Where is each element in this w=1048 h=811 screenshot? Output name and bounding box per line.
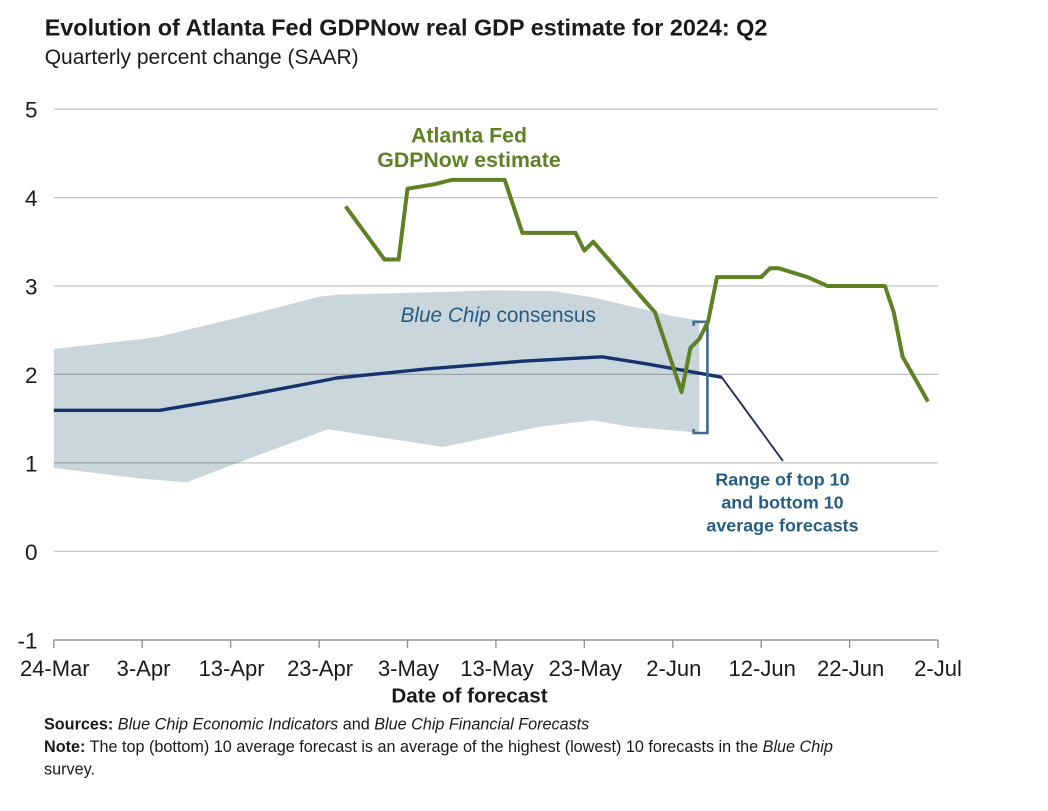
svg-text:GDPNow estimate: GDPNow estimate — [377, 148, 561, 172]
svg-text:2-Jul: 2-Jul — [914, 656, 962, 681]
svg-text:survey.: survey. — [44, 760, 95, 778]
svg-text:-1: -1 — [17, 628, 37, 653]
svg-text:Atlanta Fed: Atlanta Fed — [411, 124, 527, 148]
svg-text:0: 0 — [25, 540, 38, 565]
svg-text:2: 2 — [25, 363, 38, 388]
svg-text:Evolution of Atlanta Fed GDPNo: Evolution of Atlanta Fed GDPNow real GDP… — [45, 15, 768, 41]
svg-text:Range of top 10: Range of top 10 — [715, 469, 849, 489]
svg-text:Quarterly percent change (SAAR: Quarterly percent change (SAAR) — [45, 46, 359, 69]
svg-text:4: 4 — [25, 186, 38, 211]
svg-text:5: 5 — [25, 98, 38, 123]
svg-text:3-May: 3-May — [378, 656, 439, 681]
svg-text:2-Jun: 2-Jun — [646, 656, 701, 681]
svg-text:Sources: Blue Chip Economic In: Sources: Blue Chip Economic Indicators a… — [44, 715, 589, 733]
svg-text:23-Apr: 23-Apr — [287, 656, 353, 681]
svg-text:3-Apr: 3-Apr — [117, 656, 171, 681]
svg-text:22-Jun: 22-Jun — [817, 656, 884, 681]
svg-text:and bottom 10: and bottom 10 — [721, 492, 843, 512]
svg-text:1: 1 — [25, 452, 38, 477]
svg-text:12-Jun: 12-Jun — [729, 656, 796, 681]
svg-text:Note: The top (bottom) 10 aver: Note: The top (bottom) 10 average foreca… — [44, 738, 833, 756]
svg-text:Blue Chip consensus: Blue Chip consensus — [401, 304, 596, 327]
svg-text:13-Apr: 13-Apr — [199, 656, 265, 681]
svg-text:average forecasts: average forecasts — [706, 516, 858, 536]
svg-text:24-Mar: 24-Mar — [20, 656, 90, 681]
svg-text:23-May: 23-May — [549, 656, 622, 681]
svg-text:13-May: 13-May — [460, 656, 533, 681]
svg-text:3: 3 — [25, 275, 38, 300]
svg-text:Date of forecast: Date of forecast — [391, 685, 547, 708]
